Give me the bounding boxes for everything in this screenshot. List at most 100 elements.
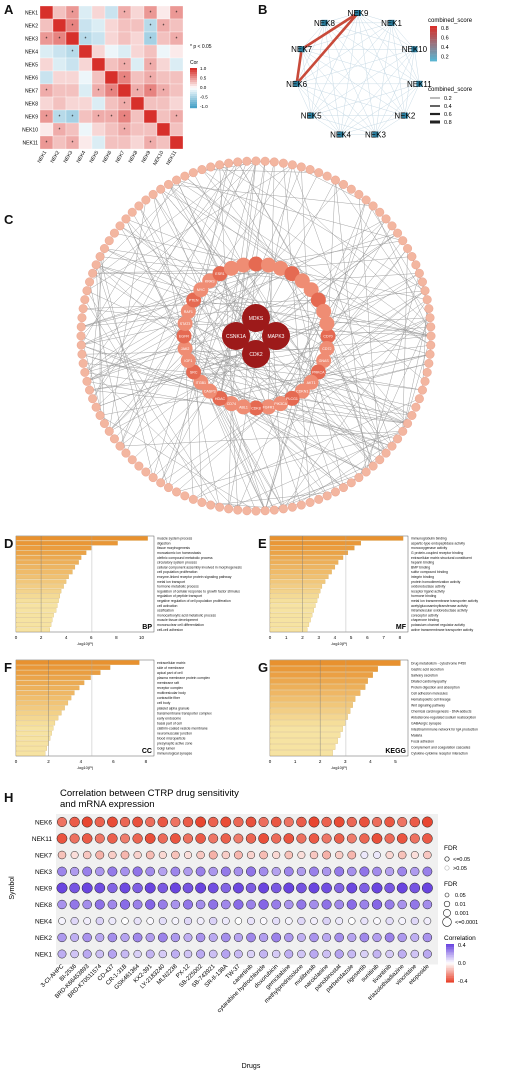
x-tick: 0 [15, 759, 18, 764]
bubble [359, 882, 370, 894]
ppi-outer-node [127, 455, 137, 465]
network-edge [311, 115, 376, 135]
ppi-inner-node [273, 260, 289, 276]
bubble [145, 816, 156, 828]
bubble [70, 933, 80, 942]
legend-swatch [190, 90, 197, 93]
heatmap-cell [130, 5, 145, 20]
bubble [334, 833, 345, 844]
legend-swatch [446, 977, 454, 980]
ppi-edge [231, 160, 257, 404]
bubble [81, 882, 93, 894]
bubble [57, 949, 67, 959]
legend-swatch [430, 41, 437, 44]
significance-mark: * [163, 24, 165, 30]
legend-swatch [430, 48, 437, 51]
term-label: GABAergic synapse [411, 722, 441, 726]
legend-swatch [446, 971, 454, 973]
legend-swatch [446, 966, 454, 969]
bubble [195, 882, 207, 894]
bubble [259, 949, 268, 959]
ppi-edge [323, 360, 408, 424]
term-label: aspartic-type endopeptidase activity [411, 541, 465, 545]
ppi-edge [168, 184, 244, 266]
ppi-edge [84, 299, 211, 506]
ppi-edge [326, 290, 426, 349]
bubble [133, 850, 142, 860]
heatmap-cell [104, 57, 119, 72]
x-tick: 0 [269, 759, 272, 764]
ppi-edge [280, 256, 412, 269]
significance-mark: * [46, 141, 48, 147]
enrichment-bar [269, 588, 321, 594]
heatmap-cell [91, 96, 106, 111]
ppi-outer-node [422, 295, 432, 305]
enrichment-bar [269, 738, 338, 744]
ppi-outer-node [121, 448, 131, 458]
ppi-outer-node [387, 221, 397, 231]
bubble [410, 866, 420, 877]
bubble [271, 932, 282, 943]
network-edge [296, 83, 405, 116]
bubble [284, 949, 294, 959]
ppi-outer-node [88, 268, 98, 278]
bubble [158, 917, 167, 925]
ppi-outer-node [80, 367, 90, 377]
network-edge [357, 12, 406, 116]
bubble [347, 866, 357, 877]
term-label: Malaria [411, 734, 422, 738]
ppi-edge [209, 280, 374, 467]
ppi-outer-node [164, 483, 173, 493]
legend-swatch [190, 98, 197, 101]
ppi-inner-node [212, 266, 228, 282]
ppi-node-label: GNAS [319, 359, 330, 363]
ppi-edge [92, 164, 220, 399]
bubble [208, 866, 218, 877]
ppi-outer-node [148, 473, 158, 483]
ppi-node-label: SRC [190, 371, 198, 375]
network-edge [301, 22, 325, 50]
term-label: Salivary secretion [411, 674, 438, 678]
ppi-edge [119, 225, 319, 373]
network-edge [301, 49, 341, 135]
enrichment-bar [269, 714, 348, 720]
term-label: G protein-coupled receptor binding [411, 551, 463, 555]
bubble [57, 932, 67, 943]
ppi-edge [193, 299, 432, 337]
significance-mark: * [98, 115, 100, 121]
ppi-outer-node [381, 448, 391, 458]
enrichment-bar [269, 627, 308, 632]
term-label: platelet alpha granule [157, 706, 190, 710]
legend-swatch [190, 94, 197, 97]
bubble [171, 917, 180, 925]
bubble [169, 882, 181, 894]
ppi-edge [219, 354, 431, 399]
bubble [359, 833, 370, 844]
bubble [422, 949, 432, 959]
x-axis-label: -log10(P) [331, 641, 348, 646]
ppi-inner-node [235, 257, 251, 273]
ppi-outer-node [188, 168, 198, 178]
bubble [195, 816, 207, 828]
legend-tick: 0.8 [441, 26, 449, 32]
heatmap-cell [65, 122, 80, 137]
significance-mark: * [124, 11, 126, 17]
ppi-edge [81, 289, 201, 346]
bubble [119, 882, 131, 894]
ppi-outer-node [330, 175, 340, 185]
enrichment-bar [15, 735, 51, 741]
heatmap-cell [39, 18, 54, 33]
bubble [69, 816, 80, 828]
ppi-outer-node [339, 483, 348, 493]
ppi-inner-node [319, 341, 335, 357]
strong-edge [295, 49, 303, 85]
heatmap-cell [130, 44, 145, 59]
ppi-outer-node [260, 156, 270, 166]
ppi-edge [109, 268, 281, 432]
ppi-edge [228, 164, 293, 509]
bubble [132, 899, 143, 910]
ppi-edge [100, 354, 431, 416]
legend-tick: 0.8 [444, 120, 452, 126]
significance-mark: * [59, 128, 61, 134]
bubble [285, 917, 293, 925]
